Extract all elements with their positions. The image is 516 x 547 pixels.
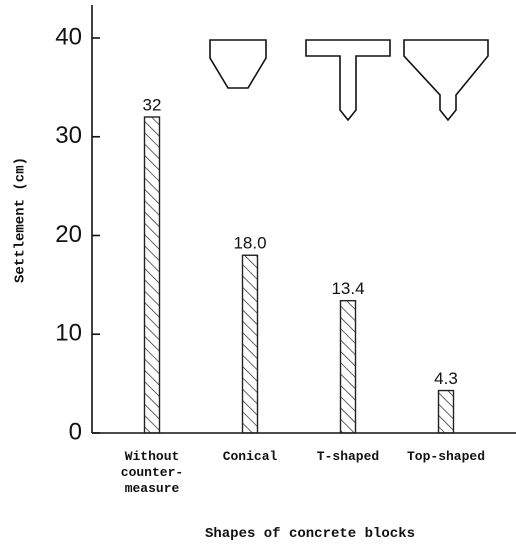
y-tick-label: 20 <box>55 221 82 248</box>
y-axis-label: Settlement (cm) <box>13 157 29 283</box>
x-axis-label: Shapes of concrete blocks <box>0 526 516 542</box>
t-shape <box>306 40 390 120</box>
value-label: 4.3 <box>434 369 458 388</box>
x-tick-label: Conical <box>223 449 278 465</box>
x-tick-label: Without counter-measure <box>119 449 185 497</box>
top-shape <box>404 40 488 120</box>
y-tick-label: 0 <box>69 418 82 445</box>
value-label: 32 <box>143 95 162 114</box>
conical-shape <box>210 40 266 88</box>
value-label: 13.4 <box>331 279 364 298</box>
page: Settlement (cm) 0 10 20 30 40 32 18.0 13.4 4.3 S… <box>0 0 516 547</box>
bar <box>439 391 454 433</box>
y-tick-label: 10 <box>55 320 82 347</box>
y-tick-label: 40 <box>55 23 82 50</box>
bar <box>145 117 160 433</box>
value-label: 18.0 <box>233 234 266 253</box>
x-tick-label: Top-shaped <box>407 449 485 465</box>
bar <box>341 301 356 433</box>
block-shapes <box>210 40 488 120</box>
x-tick-label: T-shaped <box>317 449 379 465</box>
y-tick-label: 30 <box>55 122 82 149</box>
bar <box>243 255 258 433</box>
